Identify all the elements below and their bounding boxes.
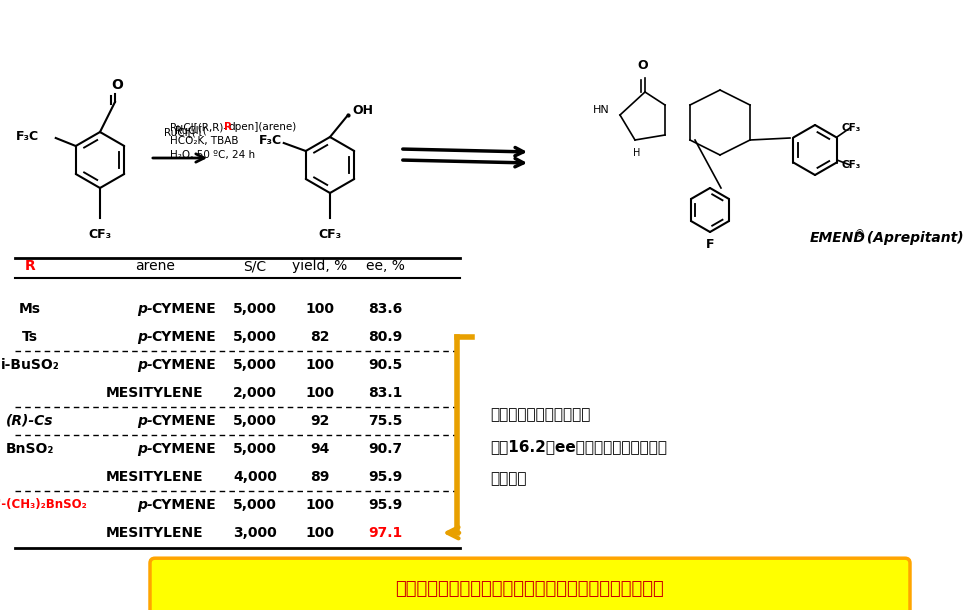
Text: 100: 100	[306, 526, 334, 540]
Text: HN: HN	[593, 105, 610, 115]
Text: RuCl[(: RuCl[(	[175, 125, 207, 135]
Text: 95.9: 95.9	[368, 470, 402, 484]
Text: 4,000: 4,000	[233, 470, 277, 484]
Text: R: R	[24, 259, 35, 273]
Text: CYMENE: CYMENE	[151, 414, 216, 428]
Text: CYMENE: CYMENE	[151, 442, 216, 456]
Text: 100: 100	[306, 386, 334, 400]
Text: F₃C: F₃C	[16, 129, 39, 143]
Text: H₂O, 50 ºC, 24 h: H₂O, 50 ºC, 24 h	[170, 150, 255, 160]
Text: 5,000: 5,000	[233, 330, 277, 344]
Text: MESITYLENE: MESITYLENE	[106, 386, 204, 400]
Text: 100: 100	[306, 358, 334, 372]
Text: RuCl[(: RuCl[(	[164, 127, 196, 137]
Text: 90.5: 90.5	[368, 358, 402, 372]
Text: R: R	[224, 122, 232, 132]
Text: F₃C: F₃C	[258, 134, 282, 148]
Text: p-: p-	[137, 414, 152, 428]
Text: 100: 100	[306, 302, 334, 316]
Text: BnSO₂: BnSO₂	[6, 442, 54, 456]
Text: H: H	[633, 148, 641, 158]
Text: 75.5: 75.5	[368, 414, 402, 428]
Text: p-: p-	[137, 358, 152, 372]
Text: 5,000: 5,000	[233, 442, 277, 456]
Text: 100: 100	[306, 498, 334, 512]
Text: ee, %: ee, %	[365, 259, 405, 273]
Text: 80.9: 80.9	[368, 330, 402, 344]
Text: 83.1: 83.1	[368, 386, 402, 400]
Text: CF₃: CF₃	[842, 160, 861, 170]
Text: 3,000: 3,000	[233, 526, 277, 540]
Text: p-: p-	[137, 498, 152, 512]
Text: ®: ®	[855, 229, 865, 239]
Text: 82: 82	[311, 330, 330, 344]
Text: 弊社では触媒スクリーニング受託検討を行っております: 弊社では触媒スクリーニング受託検討を行っております	[395, 580, 664, 598]
Text: EMEND: EMEND	[810, 231, 866, 245]
Text: 初期型と改良型の触媒で: 初期型と改良型の触媒で	[490, 407, 590, 422]
Text: Ms: Ms	[19, 302, 41, 316]
Text: CYMENE: CYMENE	[151, 330, 216, 344]
Text: 94: 94	[311, 442, 330, 456]
Text: O: O	[111, 78, 123, 92]
Text: 5,000: 5,000	[233, 498, 277, 512]
Text: CYMENE: CYMENE	[151, 358, 216, 372]
Text: 差が出る: 差が出る	[490, 472, 526, 486]
Text: i-BuSO₂: i-BuSO₂	[1, 358, 59, 372]
Text: RuCl[(R,R)-: RuCl[(R,R)-	[170, 122, 227, 132]
Text: CF₃: CF₃	[88, 228, 112, 241]
Text: dpen](arene): dpen](arene)	[228, 122, 296, 132]
Text: p-: p-	[137, 442, 152, 456]
Text: MESITYLENE: MESITYLENE	[106, 470, 204, 484]
Text: (Aprepitant): (Aprepitant)	[862, 231, 963, 245]
Text: 2,000: 2,000	[233, 386, 277, 400]
Text: 95.9: 95.9	[368, 498, 402, 512]
Text: MESITYLENE: MESITYLENE	[106, 526, 204, 540]
Text: p-: p-	[137, 302, 152, 316]
Text: 最大16.2％eeもエナンチオ選択性に: 最大16.2％eeもエナンチオ選択性に	[490, 439, 667, 454]
Text: CYMENE: CYMENE	[151, 498, 216, 512]
Text: p-: p-	[137, 330, 152, 344]
Text: HCO₂K, TBAB: HCO₂K, TBAB	[170, 136, 239, 146]
Text: yield, %: yield, %	[292, 259, 348, 273]
Text: 89: 89	[311, 470, 330, 484]
Text: CF₃: CF₃	[318, 228, 342, 241]
Text: (R)-Cs: (R)-Cs	[6, 414, 53, 428]
Text: 5,000: 5,000	[233, 414, 277, 428]
Text: Ts: Ts	[22, 330, 38, 344]
Text: O: O	[638, 59, 649, 72]
Text: CF₃: CF₃	[842, 123, 861, 133]
FancyBboxPatch shape	[150, 558, 910, 610]
Text: OH: OH	[352, 104, 373, 117]
Text: F: F	[706, 238, 715, 251]
Text: 5,000: 5,000	[233, 302, 277, 316]
Text: 90.7: 90.7	[368, 442, 402, 456]
Text: 2',6'-(CH₃)₂BnSO₂: 2',6'-(CH₃)₂BnSO₂	[0, 498, 86, 511]
Text: CYMENE: CYMENE	[151, 302, 216, 316]
Text: arene: arene	[135, 259, 175, 273]
Text: 92: 92	[311, 414, 330, 428]
Text: 5,000: 5,000	[233, 358, 277, 372]
Text: 83.6: 83.6	[368, 302, 402, 316]
Text: 97.1: 97.1	[368, 526, 402, 540]
Text: S/C: S/C	[244, 259, 267, 273]
